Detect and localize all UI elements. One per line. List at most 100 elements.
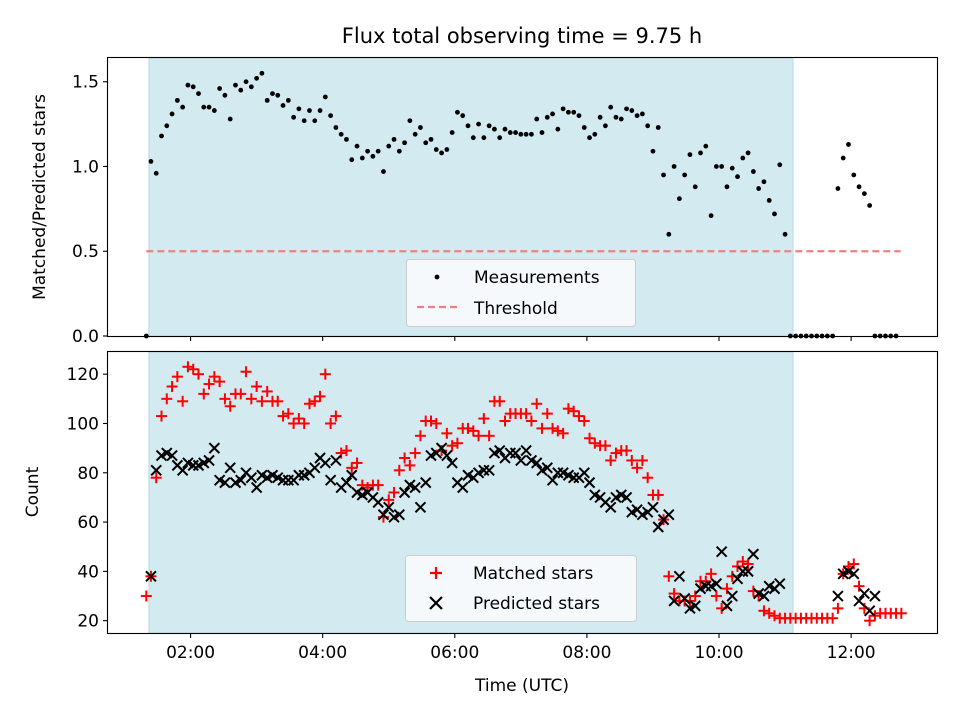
data-point [626,454,638,466]
data-point [676,196,682,202]
data-point [414,430,426,442]
data-point [645,123,651,129]
bottom-series-x [145,442,881,617]
data-point [473,430,485,442]
data-point [314,390,326,402]
data-point [832,602,844,614]
data-point [634,113,640,119]
data-point [441,449,453,462]
data-point [298,417,310,429]
data-point [219,476,231,489]
data-point [846,142,851,147]
data-point [603,123,608,129]
data-point [856,184,862,190]
data-point [386,143,392,149]
data-point [867,203,873,208]
data-point [238,87,244,93]
data-point [774,577,786,590]
data-point [148,159,154,164]
data-point [344,136,349,142]
data-point [375,148,381,154]
top-series-dot [143,70,899,339]
data-point [192,368,204,380]
data-point [328,113,334,119]
data-point [457,481,469,494]
data-point [576,113,582,119]
data-point [235,388,247,400]
data-point [396,148,402,154]
data-point [372,479,384,491]
top-legend-box [406,259,636,327]
data-point [224,462,236,474]
data-point [578,467,590,479]
data-point [536,422,548,434]
bottom-legend: Matched stars Predicted stars [405,555,637,622]
data-point [349,157,355,163]
data-point [425,415,437,427]
data-point [636,454,648,466]
data-point [509,447,522,459]
data-point [219,393,231,405]
data-point [402,140,407,146]
data-point [687,152,693,158]
data-point [203,454,215,467]
data-point [719,164,725,169]
data-point [412,131,418,137]
data-point [758,590,770,602]
data-point [245,393,257,405]
figure-title: Flux total observing time = 9.75 h [342,24,702,48]
data-point [370,153,376,159]
data-point [174,97,180,103]
data-point [769,610,781,622]
data-point [409,481,421,494]
data-point [742,558,754,570]
data-point [737,556,749,568]
data-point [715,545,728,558]
data-point [652,489,664,501]
data-point [227,116,233,122]
data-point [497,135,503,141]
data-point [145,570,157,583]
data-point [140,590,152,602]
data-point [176,464,189,477]
data-point [301,118,307,124]
data-point [708,213,714,219]
data-point [166,449,178,462]
y-tick-label: 120 [67,365,99,385]
data-point [171,371,183,383]
data-point [346,469,358,481]
data-point [534,116,540,122]
data-point [307,108,312,113]
data-point [180,104,186,110]
x-tick-label: 08:00 [562,643,611,663]
data-point [251,381,263,393]
data-point [758,605,770,617]
data-point [713,164,719,169]
data-point [592,131,598,137]
data-point [566,109,571,115]
y-tick-label: 1.0 [72,157,99,177]
data-point [150,472,162,484]
data-point [777,162,783,168]
data-point [381,169,386,174]
data-point [365,148,370,154]
data-point [354,143,360,149]
data-point [481,135,487,141]
data-point [546,474,559,486]
data-point [531,398,543,410]
data-point [835,186,841,191]
data-point [383,501,395,513]
data-point [689,600,701,612]
data-point [224,400,236,412]
data-point [166,381,178,393]
data-point [217,86,223,91]
x-tick-label: 10:00 [695,643,744,663]
data-point [584,432,596,444]
data-point [655,125,661,130]
data-point [864,615,876,627]
y-tick-label: 40 [77,562,99,582]
data-point [259,70,265,76]
data-point [465,123,471,129]
data-point [282,408,294,420]
data-point [317,108,323,113]
